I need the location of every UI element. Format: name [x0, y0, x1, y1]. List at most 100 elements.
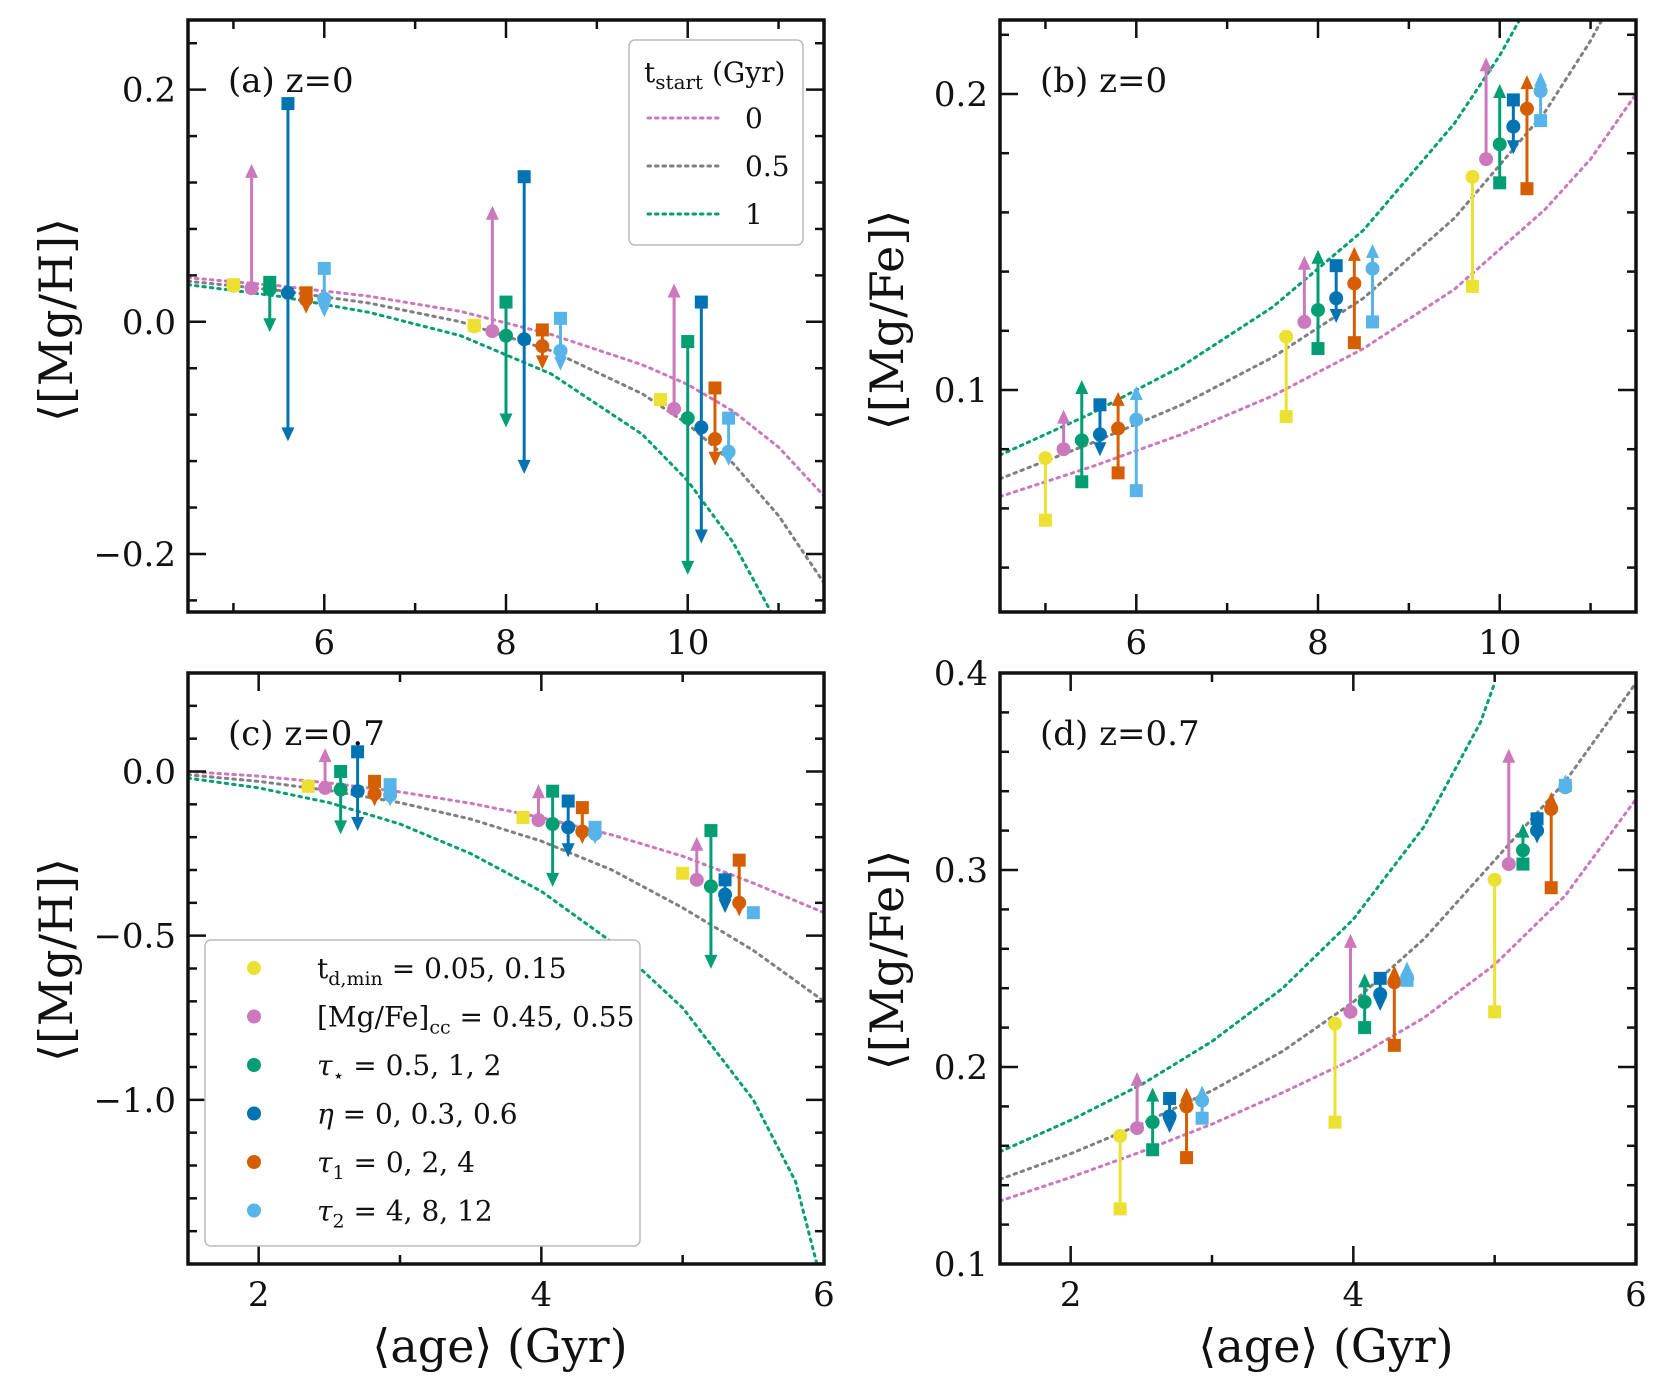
- circle-marker-mgfe_cc: [667, 401, 682, 416]
- square-marker-tau1: [535, 323, 549, 337]
- point-group-td_min: [1038, 451, 1053, 527]
- point-group-tau2: [1558, 774, 1573, 795]
- point-group-tau2: [1129, 385, 1144, 498]
- point-group-tau1: [1387, 965, 1402, 1052]
- param-legend-label-tau1: τ1 = 0, 2, 4: [317, 1146, 475, 1184]
- tstart-legend: tstart (Gyr) 0 0.5 1: [628, 39, 804, 246]
- circle-marker-mgfe_cc: [1056, 442, 1071, 457]
- circle-marker-eta: [1162, 1109, 1177, 1124]
- y-tick-label: 0.4: [934, 654, 988, 694]
- up-arrow-marker-tau2: [1366, 243, 1380, 258]
- x-tick-label: 6: [1125, 623, 1147, 663]
- up-arrow-marker-tau1: [1387, 965, 1401, 980]
- square-marker-tau1: [1111, 466, 1125, 480]
- square-marker-tau_star: [546, 784, 560, 798]
- tstart-legend-title: tstart (Gyr): [644, 56, 785, 94]
- circle-marker-tau2: [1129, 412, 1144, 427]
- square-marker-tau2: [1366, 315, 1380, 329]
- param-legend-label-td_min: td,min = 0.05, 0.15: [317, 952, 567, 990]
- square-marker-tau1: [732, 853, 746, 867]
- square-marker-td_min: [1279, 410, 1293, 424]
- point-group-td_min: [676, 866, 690, 880]
- tstart-curve-curve_1: [188, 776, 819, 1264]
- point-group-td_min: [301, 779, 315, 793]
- y-tick-label: 0.3: [934, 851, 988, 891]
- down-arrow-marker-tau_star: [499, 413, 513, 428]
- point-group-tau_star: [1515, 823, 1530, 871]
- param-legend-marker-tau1: [247, 1155, 261, 1169]
- square-marker-tau2: [722, 411, 736, 425]
- square-marker-tau2: [383, 778, 397, 792]
- circle-marker-tau2: [1533, 84, 1548, 99]
- circle-marker-tau2: [383, 788, 398, 803]
- up-arrow-marker-mgfe_cc: [1344, 933, 1358, 948]
- down-arrow-marker-tau1: [535, 355, 549, 370]
- point-group-tau2: [746, 906, 760, 920]
- down-arrow-marker-eta: [1506, 140, 1520, 155]
- circle-marker-tau1: [1347, 276, 1362, 291]
- point-group-tau1: [575, 801, 590, 845]
- param-legend-marker-mgfe_cc: [247, 1009, 261, 1024]
- point-group-tau2: [383, 778, 398, 807]
- circle-marker-mgfe_cc: [1130, 1121, 1145, 1136]
- circle-marker-td_min: [1038, 451, 1053, 466]
- up-arrow-marker-mgfe_cc: [1297, 255, 1311, 270]
- square-marker-eta: [1093, 398, 1107, 412]
- circle-marker-eta: [718, 887, 733, 902]
- square-marker-tau1: [1520, 182, 1534, 196]
- x-tick-label: 10: [1478, 623, 1521, 663]
- down-arrow-marker-eta: [718, 899, 732, 914]
- panel-label: (a) z=0: [228, 61, 354, 101]
- circle-marker-tau1: [1519, 101, 1534, 116]
- down-arrow-marker-tau_star: [546, 872, 560, 887]
- square-marker-tau_star: [681, 335, 695, 349]
- point-group-eta: [280, 97, 295, 442]
- tstart-legend-label: 1: [745, 198, 763, 231]
- y-axis-title-b: ⟨[Mg/Fe]⟩: [860, 210, 914, 430]
- point-group-tau_star: [1074, 380, 1089, 489]
- point-group-tau2: [1400, 961, 1415, 987]
- up-arrow-marker-tau_star: [1311, 249, 1325, 264]
- down-arrow-marker-eta: [1373, 996, 1387, 1011]
- y-tick-label: 0.1: [934, 371, 988, 411]
- square-marker-tau2: [1195, 1111, 1209, 1125]
- y-axis-title-c: ⟨[Mg/H]⟩: [29, 858, 83, 1062]
- up-arrow-marker-tau_star: [1516, 823, 1530, 838]
- circle-marker-tau1: [299, 292, 314, 307]
- x-tick-label: 10: [666, 623, 709, 663]
- point-group-tau_star: [1311, 249, 1325, 356]
- square-marker-tau2: [554, 311, 568, 325]
- circle-marker-td_min: [1327, 1016, 1342, 1031]
- square-marker-tau2: [746, 906, 760, 920]
- square-marker-tau2: [317, 261, 331, 275]
- circle-marker-tau2: [553, 343, 568, 358]
- square-marker-eta: [561, 794, 575, 808]
- up-arrow-marker-tau2: [1534, 72, 1548, 87]
- point-group-tau1: [1544, 792, 1559, 895]
- x-tick-label: 4: [531, 1275, 553, 1315]
- plot-area: [1000, 681, 1636, 1216]
- point-group-td_min: [1113, 1128, 1128, 1216]
- up-arrow-marker-mgfe_cc: [318, 748, 332, 763]
- circle-marker-tau1: [1179, 1099, 1194, 1114]
- circle-marker-tau2: [1195, 1093, 1210, 1108]
- up-arrow-marker-mgfe_cc: [1130, 1071, 1144, 1086]
- point-group-eta: [1506, 93, 1521, 155]
- point-group-mgfe_cc: [1343, 933, 1358, 1019]
- tstart-curve-curve_1: [1000, 681, 1497, 1154]
- up-arrow-marker-mgfe_cc: [667, 283, 681, 298]
- circle-marker-eta: [1506, 119, 1521, 134]
- tstart-legend-box: [628, 39, 804, 246]
- down-arrow-marker-eta: [517, 459, 531, 474]
- circle-marker-eta: [1373, 987, 1388, 1002]
- point-group-td_min: [1327, 1016, 1342, 1129]
- x-tick-label: 2: [1060, 1275, 1082, 1315]
- square-marker-eta: [694, 295, 708, 309]
- point-group-eta: [1329, 259, 1344, 323]
- up-arrow-marker-mgfe_cc: [1502, 748, 1516, 763]
- y-tick-label: −0.5: [93, 917, 176, 957]
- square-marker-tau_star: [704, 824, 718, 838]
- circle-marker-tau_star: [1311, 303, 1325, 318]
- up-arrow-marker-mgfe_cc: [1057, 409, 1071, 424]
- down-arrow-marker-eta: [694, 529, 708, 544]
